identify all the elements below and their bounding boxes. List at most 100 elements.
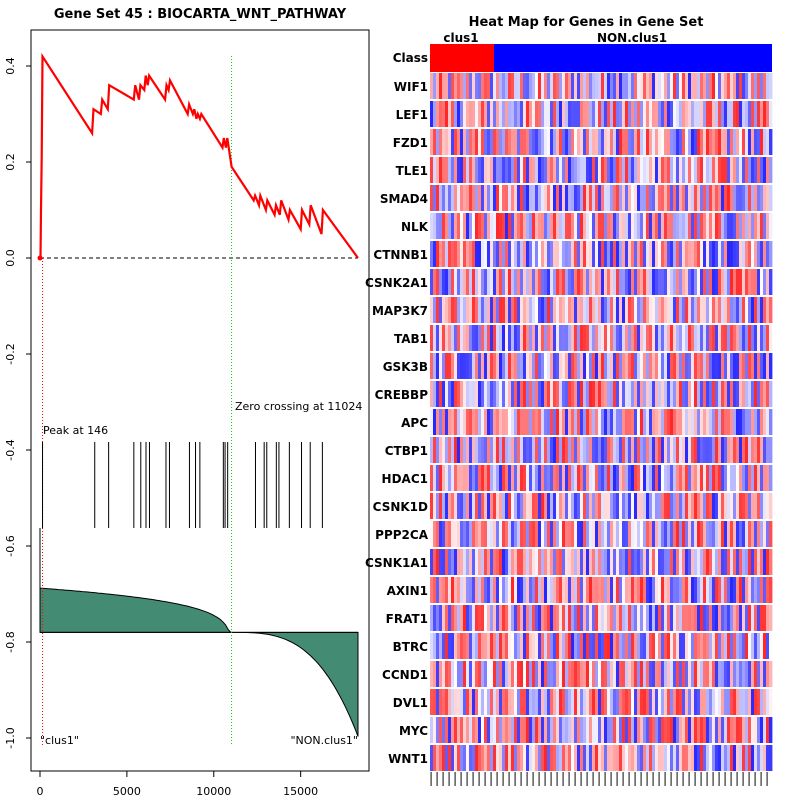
heatmap-cell xyxy=(574,465,578,491)
heatmap-cell xyxy=(445,129,449,155)
heatmap-cell xyxy=(742,381,746,407)
heatmap-cell xyxy=(733,549,737,575)
heatmap-cell xyxy=(742,409,746,435)
heatmap-cell xyxy=(727,689,731,715)
heatmap-cell xyxy=(532,605,536,631)
heatmap-cell xyxy=(463,521,467,547)
heatmap-cell xyxy=(541,213,545,239)
heatmap-cell xyxy=(571,745,575,771)
heatmap-cell xyxy=(580,381,584,407)
heatmap-cell xyxy=(463,353,467,379)
heatmap-cell xyxy=(697,717,701,743)
heatmap-cell xyxy=(583,689,587,715)
heatmap-cell xyxy=(460,241,464,267)
heatmap-cell xyxy=(544,157,548,183)
heatmap-cell xyxy=(724,745,728,771)
heatmap-cell xyxy=(700,297,704,323)
heatmap-cell xyxy=(721,577,725,603)
heatmap-cell xyxy=(505,661,509,687)
heatmap-cell xyxy=(670,129,674,155)
heatmap-cell xyxy=(487,101,491,127)
heatmap-cell xyxy=(472,381,476,407)
heatmap-cell xyxy=(562,381,566,407)
y-axis: 0.40.20.0-0.2-0.4-0.6-0.8-1.0 xyxy=(4,57,31,749)
heatmap-cell xyxy=(511,437,515,463)
heatmap-cell xyxy=(619,661,623,687)
heatmap-cell xyxy=(439,73,443,99)
heatmap-cell xyxy=(532,185,536,211)
heatmap-cell xyxy=(748,409,752,435)
heatmap-cell xyxy=(628,269,632,295)
heatmap-cell xyxy=(682,661,686,687)
heatmap-cell xyxy=(559,661,563,687)
heatmap-cell xyxy=(469,465,473,491)
heatmap-cell xyxy=(661,381,665,407)
heatmap-cell xyxy=(445,297,449,323)
heatmap-cell xyxy=(652,157,656,183)
heatmap-cell xyxy=(769,101,773,127)
heatmap-cell xyxy=(502,661,506,687)
heatmap-cell xyxy=(619,73,623,99)
gene-label: CSNK1A1 xyxy=(365,556,428,570)
heatmap-cell xyxy=(541,185,545,211)
heatmap-cell xyxy=(724,521,728,547)
heatmap-cell xyxy=(754,577,758,603)
heatmap-cell xyxy=(562,297,566,323)
heatmap-cell xyxy=(556,157,560,183)
heatmap-cell xyxy=(667,661,671,687)
heatmap-cell xyxy=(448,437,452,463)
heatmap-cell xyxy=(547,409,551,435)
heatmap-cell xyxy=(724,129,728,155)
heatmap-cell xyxy=(451,717,455,743)
heatmap-cell xyxy=(595,129,599,155)
heatmap-cell xyxy=(505,493,509,519)
heatmap-cell xyxy=(478,185,482,211)
heatmap-cell xyxy=(496,745,500,771)
heatmap-cell xyxy=(502,241,506,267)
heatmap-cell xyxy=(733,297,737,323)
heatmap-cell xyxy=(670,717,674,743)
heatmap-cell xyxy=(607,325,611,351)
heatmap-cell xyxy=(541,381,545,407)
heatmap-cell xyxy=(460,689,464,715)
heatmap-cell xyxy=(454,717,458,743)
heatmap-cell xyxy=(436,241,440,267)
heatmap-cell xyxy=(655,101,659,127)
heatmap-cell xyxy=(619,605,623,631)
heatmap-cell xyxy=(484,185,488,211)
heatmap-cell xyxy=(658,465,662,491)
heatmap-cell xyxy=(673,381,677,407)
heatmap-cell xyxy=(595,605,599,631)
x-tick-label: 0 xyxy=(37,785,44,798)
heatmap-cell xyxy=(649,717,653,743)
heatmap-cell xyxy=(523,325,527,351)
heatmap-cell xyxy=(490,157,494,183)
heatmap-cell xyxy=(754,73,758,99)
heatmap-cell xyxy=(484,101,488,127)
heatmap-cell xyxy=(463,325,467,351)
heatmap-cell xyxy=(616,381,620,407)
heatmap-cell xyxy=(607,157,611,183)
heatmap-cell xyxy=(652,269,656,295)
heatmap-cell xyxy=(721,661,725,687)
heatmap-cell xyxy=(709,157,713,183)
heatmap-cell xyxy=(511,549,515,575)
heatmap-cell xyxy=(496,437,500,463)
heatmap-cell xyxy=(502,73,506,99)
heatmap-cell xyxy=(484,381,488,407)
heatmap-cell xyxy=(769,269,773,295)
heatmap-cell xyxy=(508,577,512,603)
heatmap-cell xyxy=(454,745,458,771)
heatmap-cell xyxy=(727,577,731,603)
heatmap-cell xyxy=(514,437,518,463)
heatmap-cell xyxy=(757,745,761,771)
heatmap-cell xyxy=(658,717,662,743)
heatmap-cell xyxy=(628,101,632,127)
heatmap-cell xyxy=(691,437,695,463)
heatmap-cell xyxy=(523,129,527,155)
heatmap-cell xyxy=(745,437,749,463)
heatmap-cell xyxy=(472,689,476,715)
heatmap-cell xyxy=(436,437,440,463)
heatmap-cell xyxy=(553,381,557,407)
heatmap-cell xyxy=(550,73,554,99)
